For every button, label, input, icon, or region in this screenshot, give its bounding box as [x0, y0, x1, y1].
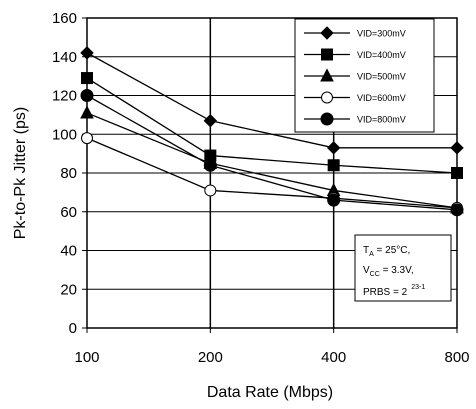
- condition-prbs: PRBS = 2 23-1: [363, 284, 425, 298]
- legend-item: VID=400mV: [304, 48, 406, 61]
- legend-label: VID=500mV: [357, 72, 406, 82]
- series-line: [86, 52, 457, 149]
- legend: VID=300mV VID=400mV VID=500mV VID=600mV VID=…: [294, 18, 435, 133]
- data-point-circle: [203, 158, 217, 172]
- y-tick-label: 80: [60, 165, 77, 182]
- y-axis-title: Pk-to-Pk Jitter (ps): [12, 107, 29, 239]
- condition-supply: VCC = 3.3V,: [363, 265, 414, 278]
- legend-items: VID=300mV VID=400mV VID=500mV VID=600mV VID=…: [304, 26, 406, 126]
- series-line: [86, 137, 458, 209]
- condition-temperature: TA = 25°C,: [363, 245, 410, 258]
- y-tick-label: 140: [52, 49, 77, 66]
- series-line: [86, 77, 458, 174]
- data-point-circle: [327, 193, 341, 207]
- legend-item: VID=300mV: [304, 26, 406, 40]
- legend-marker-open-circle: [321, 91, 333, 104]
- legend-marker-square: [321, 48, 333, 61]
- x-tick-label: 400: [321, 349, 346, 366]
- legend-item: VID=800mV: [304, 112, 406, 126]
- data-point-diamond: [80, 46, 94, 60]
- legend-item: VID=500mV: [304, 68, 406, 82]
- y-tick-label: 20: [60, 281, 77, 298]
- data-point-circle: [450, 203, 464, 217]
- data-point-diamond: [450, 141, 464, 155]
- y-tick-label: 0: [69, 320, 77, 337]
- conditions-box: [354, 234, 452, 302]
- series-group: [80, 46, 464, 217]
- data-point-square: [81, 72, 93, 85]
- data-point-square: [451, 167, 463, 179]
- legend-marker-circle: [320, 112, 334, 126]
- y-tick-label: 160: [52, 10, 77, 27]
- data-point-triangle: [80, 105, 94, 119]
- x-tick-label: 200: [198, 349, 223, 366]
- legend-label: VID=300mV: [357, 29, 406, 39]
- series-square: [81, 72, 463, 179]
- data-point-square: [327, 159, 340, 172]
- data-point-open-circle: [81, 132, 93, 145]
- legend-label: VID=400mV: [357, 50, 406, 60]
- y-tick-label: 100: [52, 126, 77, 143]
- data-point-diamond: [326, 141, 341, 155]
- series-line: [86, 94, 458, 211]
- conditions-note: TA = 25°C, VCC = 3.3V, PRBS = 2 23-1: [354, 234, 452, 302]
- legend-marker-triangle: [320, 68, 334, 82]
- y-tick-label: 120: [52, 88, 77, 105]
- series-diamond: [80, 46, 464, 155]
- data-point-open-circle: [204, 184, 217, 197]
- x-tick-label: 800: [444, 349, 469, 366]
- y-tick-label: 40: [60, 243, 77, 260]
- data-point-diamond: [203, 113, 218, 128]
- x-tick-labels: 100 200 400 800: [74, 328, 470, 366]
- y-tick-labels: 0 20 40 60 80 100 120 140 160: [52, 10, 87, 337]
- series-line: [86, 112, 458, 209]
- x-axis-title: Data Rate (Mbps): [207, 384, 333, 401]
- legend-item: VID=600mV: [304, 91, 406, 104]
- data-point-circle: [80, 89, 94, 102]
- x-tick-label: 100: [74, 349, 99, 366]
- series-circle: [80, 89, 464, 217]
- y-tick-label: 60: [60, 204, 77, 221]
- legend-label: VID=600mV: [357, 93, 406, 103]
- legend-marker-diamond: [320, 26, 334, 40]
- legend-label: VID=800mV: [357, 115, 406, 125]
